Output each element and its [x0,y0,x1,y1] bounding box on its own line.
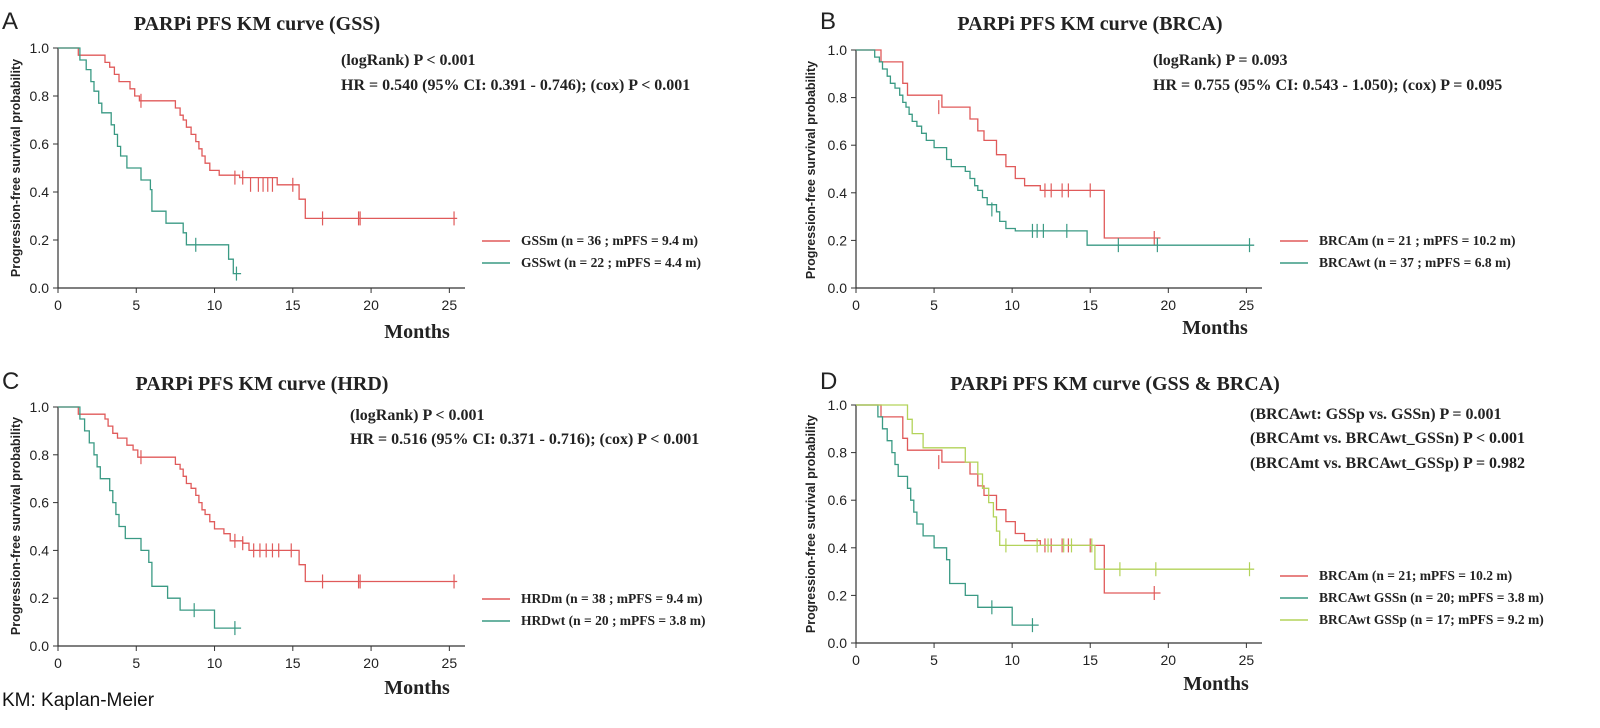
x-tick-label: 20 [363,297,379,313]
y-tick-label: 0.2 [30,590,50,606]
y-tick-label: 0.4 [828,185,848,201]
y-tick-label: 0.0 [828,280,848,296]
stat-line: (BRCAmt vs. BRCAwt_GSSn) P < 0.001 [1250,430,1525,447]
legend-label: GSSm (n = 36 ; mPFS = 9.4 m) [521,233,698,248]
stat-line: HR = 0.540 (95% CI: 0.391 - 0.746); (cox… [341,77,690,94]
y-axis-label: Progression-free survival probability [804,61,818,279]
y-tick-label: 0.2 [828,232,848,248]
y-tick-label: 0.4 [30,542,50,558]
legend-label: BRCAwt GSSn (n = 20; mPFS = 3.8 m) [1319,590,1544,605]
y-tick-label: 0.0 [30,638,50,654]
x-tick-label: 0 [852,652,860,668]
x-tick-label: 15 [285,655,301,671]
x-tick-label: 10 [1004,652,1020,668]
legend-label: HRDm (n = 38 ; mPFS = 9.4 m) [521,591,703,606]
y-tick-label: 1.0 [30,40,50,56]
x-tick-label: 5 [132,297,140,313]
chart-title: PARPi PFS KM curve (HRD) [136,373,389,395]
stat-line: (BRCAmt vs. BRCAwt_GSSp) P = 0.982 [1250,455,1525,472]
km-curve-2 [856,404,1039,626]
km-curve-2 [58,406,242,629]
x-tick-label: 0 [852,297,860,313]
legend-label: BRCAwt (n = 37 ; mPFS = 6.8 m) [1319,255,1511,270]
x-tick-label: 5 [930,297,938,313]
km-curve-1 [856,404,1161,594]
y-tick-label: 0.8 [828,445,848,461]
stat-line: (BRCAwt: GSSp vs. GSSn) P = 0.001 [1250,406,1502,423]
y-tick-label: 0.4 [30,184,50,200]
stat-line: (logRank) P < 0.001 [350,407,484,424]
panel-letter: D [820,368,837,395]
chart-title: PARPi PFS KM curve (BRCA) [957,13,1222,35]
stat-line: HR = 0.755 (95% CI: 0.543 - 1.050); (cox… [1153,77,1502,94]
x-axis-label: Months [1183,673,1249,695]
y-tick-label: 0.6 [30,495,50,511]
y-tick-label: 0.6 [828,492,848,508]
y-tick-label: 0.0 [30,280,50,296]
y-tick-label: 0.6 [828,137,848,153]
y-tick-label: 1.0 [828,397,848,413]
chart-panel-d: D PARPi PFS KM curve (GSS & BRCA) (BRCAwt:… [804,368,1544,695]
km-curve-3 [856,404,1255,570]
x-tick-label: 25 [1239,297,1255,313]
legend-label: BRCAm (n = 21; mPFS = 10.2 m) [1319,568,1512,583]
y-axis-label: Progression-free survival probability [9,417,23,635]
panel-letter: A [2,8,18,35]
y-tick-label: 0.4 [828,540,848,556]
chart-panel-a: A PARPi PFS KM curve (GSS) (logRank) P < 0… [2,8,701,343]
y-tick-label: 0.8 [30,447,50,463]
legend-label: BRCAm (n = 21 ; mPFS = 10.2 m) [1319,233,1516,248]
x-tick-label: 10 [207,297,223,313]
panel-letter: B [820,8,836,35]
y-tick-label: 0.8 [30,88,50,104]
chart-title: PARPi PFS KM curve (GSS) [134,13,380,35]
x-axis-label: Months [384,677,450,699]
chart-panel-b: B PARPi PFS KM curve (BRCA) (logRank) P = … [804,8,1516,339]
y-tick-label: 0.0 [828,635,848,651]
stat-line: (logRank) P = 0.093 [1153,52,1287,69]
x-tick-label: 25 [442,297,458,313]
legend-label: GSSwt (n = 22 ; mPFS = 4.4 m) [521,255,701,270]
x-tick-label: 25 [1239,652,1255,668]
x-tick-label: 5 [930,652,938,668]
x-tick-label: 10 [1004,297,1020,313]
y-axis-label: Progression-free survival probability [9,59,23,277]
y-tick-label: 1.0 [828,42,848,58]
y-tick-label: 0.6 [30,136,50,152]
x-tick-label: 0 [54,297,62,313]
x-tick-label: 20 [363,655,379,671]
x-axis-label: Months [384,321,450,343]
chart-panel-c: C PARPi PFS KM curve (HRD) (logRank) P < 0… [2,368,706,699]
panel-letter: C [2,368,19,395]
x-tick-label: 20 [1161,297,1177,313]
km-curve-1 [58,47,458,220]
y-tick-label: 1.0 [30,399,50,415]
x-tick-label: 10 [207,655,223,671]
x-tick-label: 15 [1082,652,1098,668]
y-axis-label: Progression-free survival probability [804,415,818,633]
legend-label: HRDwt (n = 20 ; mPFS = 3.8 m) [521,613,706,628]
x-tick-label: 0 [54,655,62,671]
x-axis-label: Months [1182,317,1248,339]
chart-title: PARPi PFS KM curve (GSS & BRCA) [950,373,1280,395]
stat-line: (logRank) P < 0.001 [341,52,475,69]
y-tick-label: 0.2 [828,587,848,603]
y-tick-label: 0.2 [30,232,50,248]
km-curve-1 [58,406,458,583]
x-tick-label: 15 [285,297,301,313]
footnote: KM: Kaplan-Meier [2,690,155,711]
x-tick-label: 20 [1161,652,1177,668]
legend-label: BRCAwt GSSp (n = 17; mPFS = 9.2 m) [1319,612,1544,627]
stat-line: HR = 0.516 (95% CI: 0.371 - 0.716); (cox… [350,431,699,448]
x-tick-label: 15 [1082,297,1098,313]
y-tick-label: 0.8 [828,90,848,106]
km-curve-1 [856,49,1161,239]
x-tick-label: 5 [132,655,140,671]
x-tick-label: 25 [442,655,458,671]
km-curve-2 [856,49,1255,246]
km-curve-2 [58,47,242,275]
